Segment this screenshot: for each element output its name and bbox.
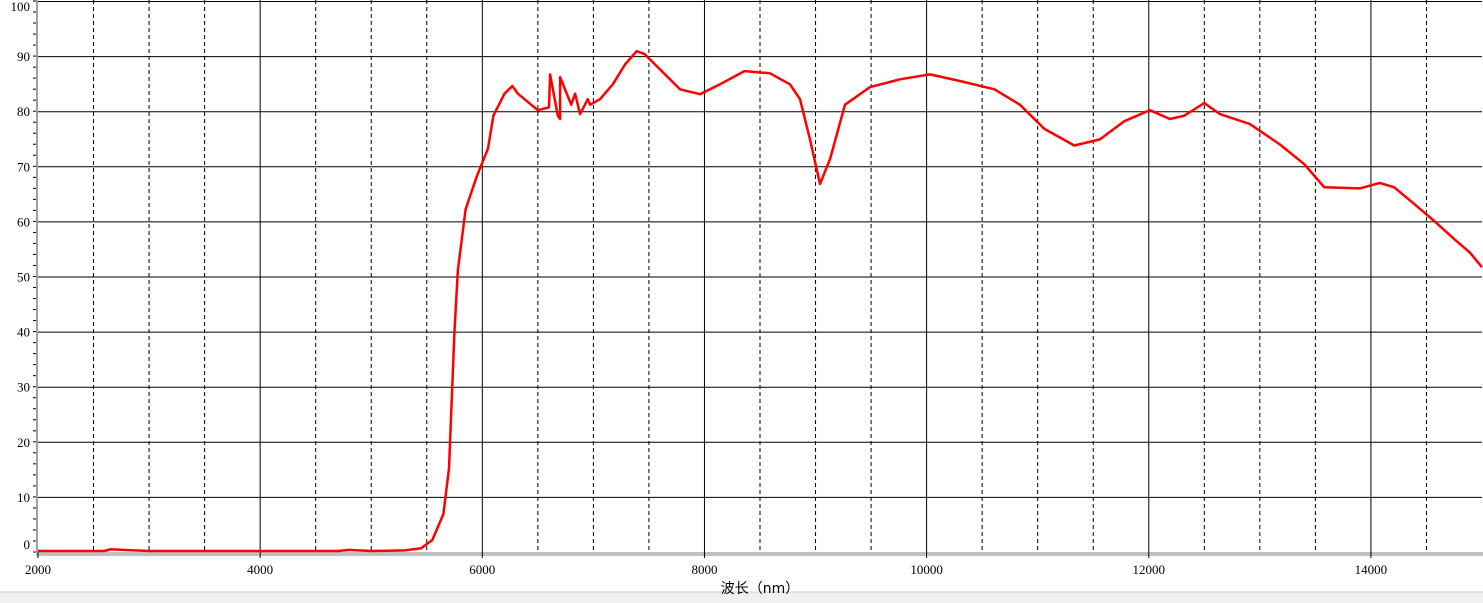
y-tick-label: 70 xyxy=(17,159,30,174)
series xyxy=(38,49,1483,553)
x-tick-label: 8000 xyxy=(691,562,717,577)
series-line xyxy=(38,49,1483,553)
grid xyxy=(38,0,1482,552)
y-tick-label: 30 xyxy=(17,380,30,395)
axes: 0 10 20 30 40 50 60 70 80 90 100 2000 4000 6000 8000 10… xyxy=(11,0,1483,577)
x-axis-label: 波长（nm） xyxy=(721,581,800,597)
y-tick-label: 40 xyxy=(17,325,30,340)
y-tick-label: 20 xyxy=(17,435,30,450)
x-tick-label: 4000 xyxy=(247,562,273,577)
y-tick-label: 80 xyxy=(17,104,30,119)
y-tick-label: 10 xyxy=(17,490,30,505)
x-tick-label: 2000 xyxy=(25,562,51,577)
x-tick-label: 6000 xyxy=(469,562,495,577)
x-tick-label: 14000 xyxy=(1355,562,1388,577)
y-tick-label: 100 xyxy=(11,0,31,14)
x-tick-label: 10000 xyxy=(910,562,943,577)
y-tick-label: 60 xyxy=(17,214,30,229)
x-tick-label: 12000 xyxy=(1133,562,1166,577)
y-tick-label: 90 xyxy=(17,49,30,64)
x-axis xyxy=(36,552,1483,556)
bottom-bar xyxy=(0,592,1483,603)
y-tick-label: 50 xyxy=(17,270,30,285)
y-tick-label: 0 xyxy=(24,537,31,552)
